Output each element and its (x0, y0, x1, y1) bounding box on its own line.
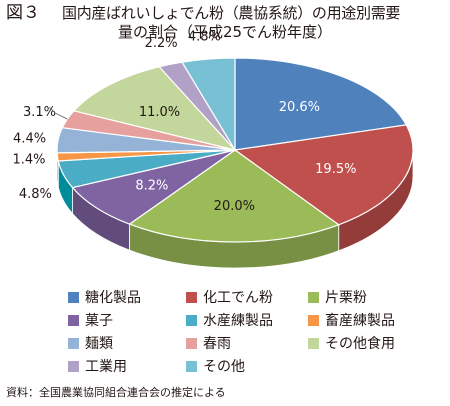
slice-label-3: 8.2% (135, 179, 168, 194)
legend-swatch (186, 338, 197, 349)
legend-item-4: 水産練製品 (186, 311, 273, 331)
legend-label: 化工でん粉 (203, 290, 273, 306)
legend-swatch (186, 292, 197, 303)
legend-label: その他 (203, 359, 245, 375)
legend-swatch (308, 315, 319, 326)
slice-label-4: 4.8% (19, 187, 52, 202)
legend-label: 麺類 (85, 336, 113, 352)
slice-label-9: 2.2% (145, 36, 178, 51)
legend-item-1: 化工でん粉 (186, 288, 273, 308)
slice-label-10: 4.8% (188, 29, 221, 44)
slice-label-7: 3.1% (23, 105, 56, 120)
legend-item-7: 春雨 (186, 334, 231, 354)
pie-slice-10 (181, 57, 236, 153)
legend-swatch (68, 292, 79, 303)
legend-swatch (68, 361, 79, 372)
legend-item-8: その他食用 (308, 334, 395, 354)
slice-label-5: 1.4% (13, 153, 46, 168)
pie-slice-8 (72, 66, 237, 152)
pie-slice-2 (128, 149, 340, 243)
legend-item-6: 麺類 (68, 334, 113, 354)
legend-item-10: その他 (186, 357, 245, 377)
legend-label: 畜産練製品 (325, 313, 395, 329)
legend-swatch (186, 315, 197, 326)
legend-label: 春雨 (203, 336, 231, 352)
legend-label: 水産練製品 (203, 313, 273, 329)
legend-item-2: 片栗粉 (308, 288, 367, 308)
slice-label-8: 11.0% (139, 105, 180, 120)
pie-slice-3 (71, 149, 236, 225)
legend-label: 糖化製品 (85, 290, 141, 306)
slice-label-1: 19.5% (315, 162, 356, 177)
legend-swatch (186, 361, 197, 372)
legend-item-9: 工業用 (68, 357, 127, 377)
pie-chart: 20.6% 19.5% 20.0% 8.2% 4.8% 1.4% 4.4% 3.1% 11.0%… (13, 29, 414, 269)
legend-item-5: 畜産練製品 (308, 311, 395, 331)
legend-item-0: 糖化製品 (68, 288, 141, 308)
pie-side-walls (56, 149, 414, 269)
slice-label-2: 20.0% (214, 199, 255, 214)
legend-swatch (308, 292, 319, 303)
slice-label-0: 20.6% (279, 100, 320, 115)
pie-slice-0 (234, 57, 408, 151)
chart-title-line2: 量の割合（平成25でん粉年度） (117, 23, 333, 41)
pie-slice-1 (233, 124, 414, 226)
legend-label: 菓子 (85, 313, 113, 329)
legend-item-3: 菓子 (68, 311, 113, 331)
slice-label-6: 4.4% (13, 132, 46, 147)
chart-title-line1: 国内産ばれいしょでん粉（農協系統）の用途別需要 (62, 4, 401, 22)
leader-line (49, 106, 68, 120)
source-note: 資料：全国農業協同組合連合会の推定による (6, 386, 226, 399)
legend-label: その他食用 (325, 336, 395, 352)
legend-swatch (68, 315, 79, 326)
legend-swatch (68, 338, 79, 349)
legend-label: 工業用 (85, 359, 127, 375)
legend-label: 片栗粉 (325, 290, 367, 306)
figure-label: 図３ (6, 3, 40, 23)
legend-swatch (308, 338, 319, 349)
